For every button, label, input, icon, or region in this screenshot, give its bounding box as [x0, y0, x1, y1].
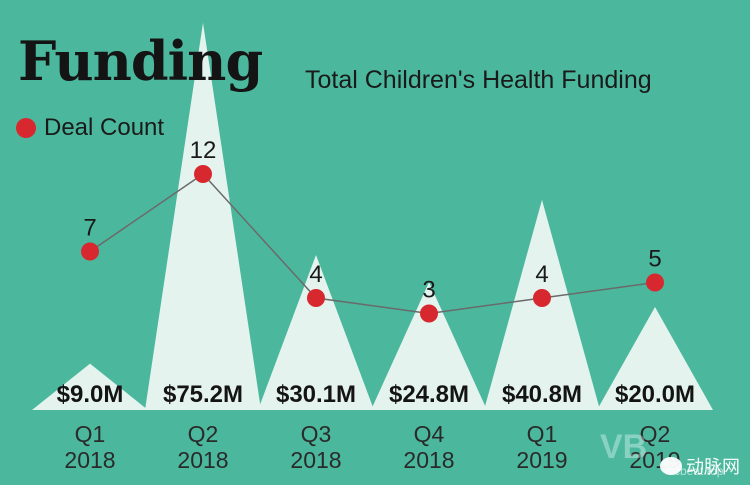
x-tick-label: Q1 2018 [64, 421, 115, 473]
deal-count-labels: 7 12 4 3 4 5 [83, 137, 661, 304]
wechat-icon [660, 457, 682, 475]
watermark-url: vcbeat.top [668, 464, 724, 478]
legend-dot-icon [16, 118, 36, 138]
x-tick-label: Q4 2018 [403, 421, 454, 473]
x-tick-label-line: Q1 [75, 421, 106, 447]
x-tick-label-line: 2019 [516, 447, 567, 473]
funding-peak [145, 22, 261, 410]
x-tick-label-line: Q2 [640, 421, 671, 447]
funding-amount-label: $75.2M [163, 381, 243, 408]
funding-amount-label: $20.0M [615, 381, 695, 408]
funding-peak [371, 282, 487, 410]
deal-count-label: 7 [83, 215, 96, 242]
x-tick-label: Q1 2019 [516, 421, 567, 473]
x-tick-label-line: Q4 [414, 421, 445, 447]
deal-count-dot [533, 289, 551, 307]
x-tick-label-line: Q2 [188, 421, 219, 447]
funding-amount-label: $30.1M [276, 381, 356, 408]
deal-count-dots [81, 165, 664, 323]
x-tick-label: Q2 2018 [177, 421, 228, 473]
funding-amount-labels: $9.0M $75.2M $30.1M $24.8M $40.8M $20.0M [57, 381, 695, 408]
deal-count-dot [420, 304, 438, 323]
x-tick-label-line: 2018 [290, 447, 341, 473]
x-tick-label: Q3 2018 [290, 421, 341, 473]
funding-peak [597, 307, 713, 410]
x-tick-label-line: 2018 [177, 447, 228, 473]
x-tick-label-line: Q1 [527, 421, 558, 447]
deal-count-label: 3 [422, 277, 435, 304]
legend-label: Deal Count [44, 114, 165, 141]
deal-count-label: 4 [535, 261, 548, 288]
chart-title: Funding [18, 29, 263, 93]
legend: Deal Count [16, 114, 164, 142]
deal-count-line [89, 173, 656, 315]
watermark-logo-text: VB [600, 428, 648, 466]
deal-count-dot [81, 242, 99, 261]
deal-count-dot [646, 273, 664, 292]
funding-amount-label: $24.8M [389, 381, 469, 408]
funding-amount-label: $9.0M [57, 381, 124, 408]
funding-peak [32, 363, 148, 410]
funding-amount-label: $40.8M [502, 381, 582, 408]
watermark-name: 动脉网 [686, 457, 740, 477]
deal-count-dot [194, 165, 212, 183]
chart-subtitle: Total Children's Health Funding [305, 66, 652, 94]
funding-peak [258, 254, 374, 410]
deal-count-label: 4 [309, 261, 322, 288]
deal-count-label: 5 [648, 246, 661, 273]
x-tick-label-line: Q3 [301, 421, 332, 447]
x-tick-label-line: 2018 [64, 447, 115, 473]
x-tick-label-line: 2018 [403, 447, 454, 473]
watermark: 动脉网 [660, 453, 740, 479]
deal-count-label: 12 [190, 137, 217, 164]
deal-count-dot [307, 289, 325, 307]
